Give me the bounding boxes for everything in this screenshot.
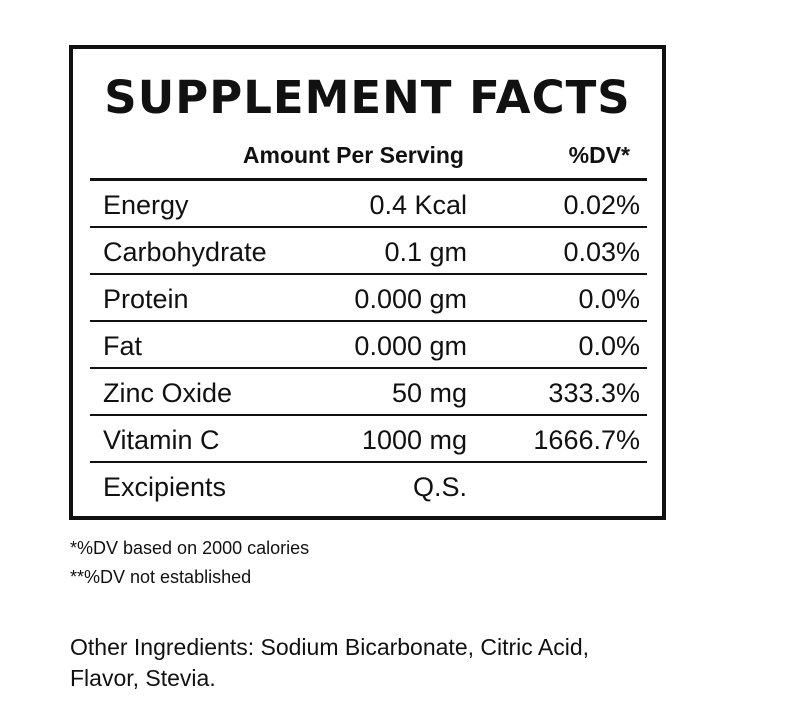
nutrient-dv: 0.0%: [578, 284, 640, 314]
table-row: Zinc Oxide 50 mg 333.3%: [90, 369, 647, 416]
nutrient-dv: 1666.7%: [533, 425, 640, 455]
nutrient-dv: 333.3%: [548, 378, 640, 408]
table-row: Protein 0.000 gm 0.0%: [90, 275, 647, 322]
nutrient-amount: Q.S.: [412, 472, 467, 502]
nutrient-rows: Energy 0.4 Kcal 0.02% Carbohydrate 0.1 g…: [90, 181, 647, 510]
amount-per-serving-header: Amount Per Serving: [242, 142, 464, 168]
daily-value-header: %DV*: [568, 142, 630, 168]
nutrient-dv: 0.02%: [563, 190, 640, 220]
nutrient-name: Zinc Oxide: [103, 378, 233, 408]
footnote-dv-calories: *%DV based on 2000 calories: [70, 538, 310, 558]
nutrient-name: Protein: [103, 284, 189, 314]
footnotes: *%DV based on 2000 calories **%DV not es…: [70, 534, 309, 592]
table-row: Excipients Q.S.: [90, 463, 647, 510]
nutrient-amount: 0.000 gm: [354, 284, 467, 314]
nutrient-amount: 50 mg: [391, 378, 467, 408]
nutrient-amount: 1000 mg: [361, 425, 467, 455]
table-row: Energy 0.4 Kcal 0.02%: [90, 181, 647, 228]
table-row: Fat 0.000 gm 0.0%: [90, 322, 647, 369]
supplement-facts-panel: SUPPLEMENT FACTS Amount Per Serving %DV*…: [69, 45, 666, 520]
other-ingredients: Other Ingredients: Sodium Bicarbonate, C…: [70, 634, 590, 691]
nutrient-name: Carbohydrate: [103, 237, 267, 267]
nutrient-amount: 0.000 gm: [354, 331, 467, 361]
nutrient-name: Vitamin C: [103, 425, 220, 455]
nutrient-amount: 0.4 Kcal: [369, 190, 467, 220]
nutrient-amount: 0.1 gm: [384, 237, 467, 267]
panel-title: SUPPLEMENT FACTS: [104, 71, 631, 124]
nutrient-name: Excipients: [103, 472, 227, 502]
nutrient-name: Energy: [103, 190, 189, 220]
column-header-row: Amount Per Serving %DV*: [90, 140, 647, 181]
table-row: Vitamin C 1000 mg 1666.7%: [90, 416, 647, 463]
nutrient-name: Fat: [103, 331, 143, 361]
nutrient-dv: 0.0%: [578, 331, 640, 361]
table-row: Carbohydrate 0.1 gm 0.03%: [90, 228, 647, 275]
footnote-dv-not-established: **%DV not established: [70, 567, 252, 587]
nutrient-dv: 0.03%: [563, 237, 640, 267]
